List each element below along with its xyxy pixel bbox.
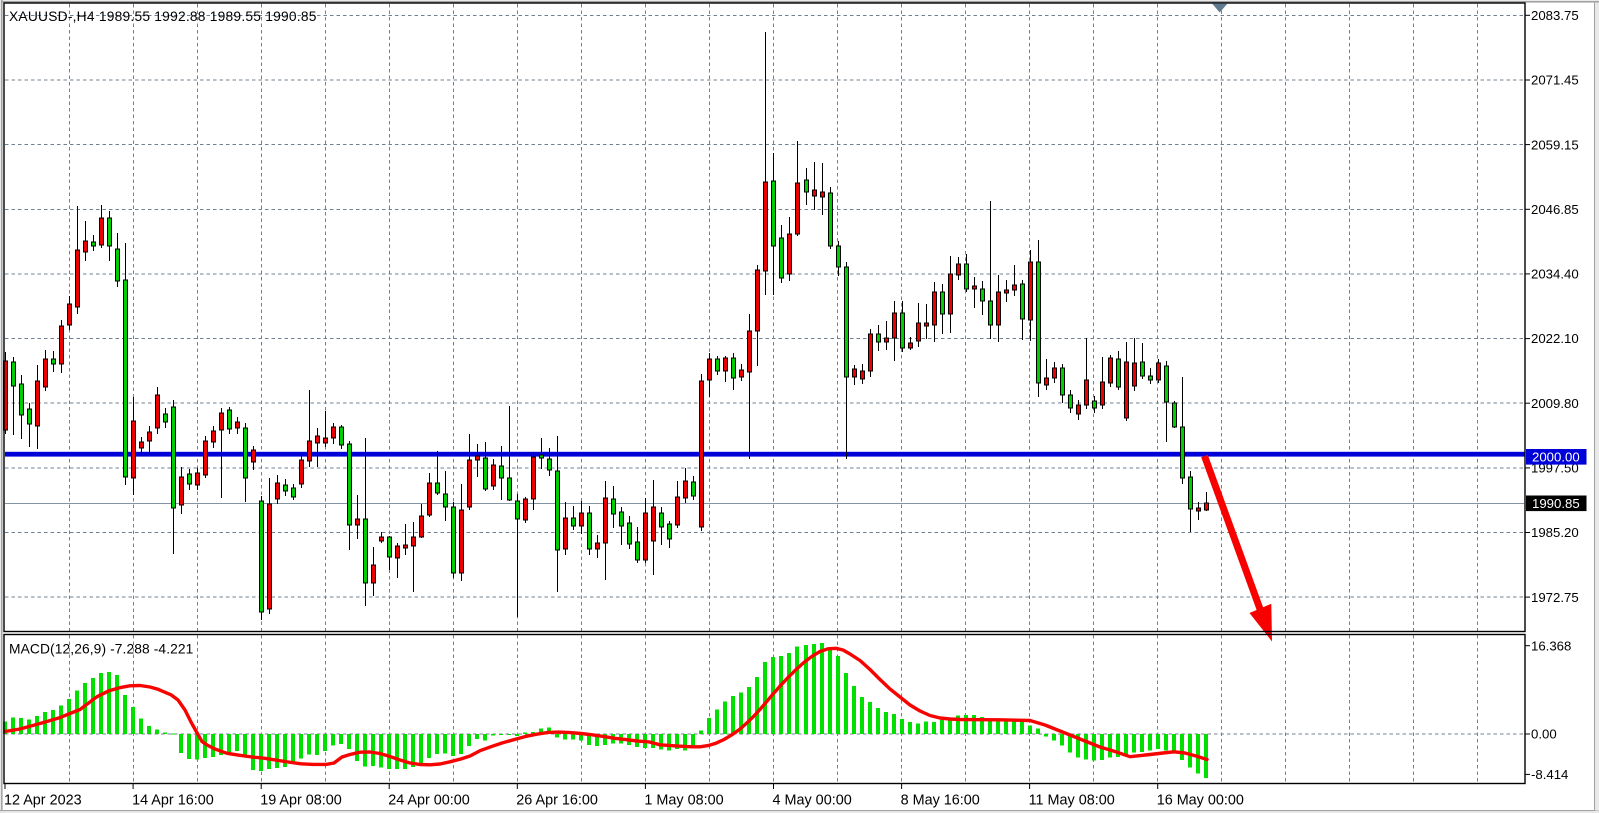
svg-text:19 Apr 08:00: 19 Apr 08:00: [260, 793, 342, 809]
svg-text:1972.75: 1972.75: [1531, 590, 1579, 605]
svg-text:11 May 08:00: 11 May 08:00: [1029, 793, 1115, 809]
svg-text:2046.85: 2046.85: [1531, 202, 1579, 217]
svg-text:16 May 00:00: 16 May 00:00: [1157, 793, 1244, 809]
svg-text:8 May 16:00: 8 May 16:00: [901, 793, 980, 809]
svg-text:2034.40: 2034.40: [1531, 267, 1579, 282]
svg-text:-8.414: -8.414: [1531, 767, 1568, 782]
svg-text:12 Apr 2023: 12 Apr 2023: [4, 793, 82, 809]
svg-text:XAUUSD-,H4 1989.55 1992.88 19: XAUUSD-,H4 1989.55 1992.88 1989.55 1990.…: [9, 9, 317, 24]
svg-text:2000.00: 2000.00: [1532, 450, 1580, 465]
svg-text:24 Apr 00:00: 24 Apr 00:00: [388, 793, 470, 809]
svg-text:26 Apr 16:00: 26 Apr 16:00: [516, 793, 598, 809]
svg-text:1985.20: 1985.20: [1531, 525, 1579, 540]
svg-text:MACD(12,26,9) -7.288 -4.221: MACD(12,26,9) -7.288 -4.221: [9, 642, 193, 657]
svg-text:4 May 00:00: 4 May 00:00: [773, 793, 852, 809]
svg-text:1990.85: 1990.85: [1532, 496, 1580, 511]
svg-text:2059.15: 2059.15: [1531, 137, 1579, 152]
svg-text:2071.45: 2071.45: [1531, 73, 1579, 88]
svg-text:2083.75: 2083.75: [1531, 8, 1579, 23]
svg-text:0.00: 0.00: [1531, 727, 1557, 742]
svg-text:1 May 08:00: 1 May 08:00: [644, 793, 723, 809]
svg-text:16.368: 16.368: [1531, 638, 1571, 653]
svg-text:2009.80: 2009.80: [1531, 396, 1579, 411]
svg-text:2022.10: 2022.10: [1531, 331, 1579, 346]
svg-text:14 Apr 16:00: 14 Apr 16:00: [132, 793, 214, 809]
